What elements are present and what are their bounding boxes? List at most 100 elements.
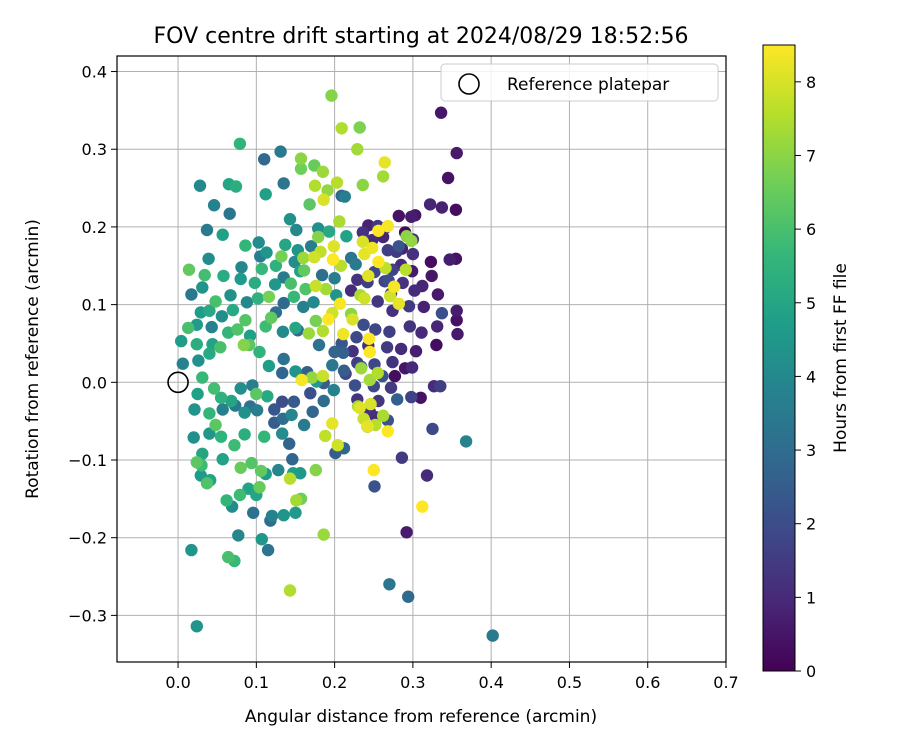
- data-point: [276, 325, 290, 338]
- data-point: [307, 296, 320, 309]
- data-point: [380, 341, 394, 354]
- data-point: [289, 506, 302, 519]
- data-points: [175, 89, 499, 642]
- data-point: [303, 198, 316, 211]
- data-point: [209, 295, 222, 308]
- data-point: [228, 439, 241, 452]
- data-point: [252, 236, 265, 249]
- data-point: [255, 533, 268, 546]
- data-point: [325, 89, 338, 102]
- data-point: [450, 304, 463, 317]
- data-point: [449, 203, 463, 216]
- data-point: [388, 369, 402, 383]
- data-point: [235, 261, 248, 274]
- data-point: [317, 193, 330, 206]
- data-point: [260, 246, 273, 259]
- data-point: [304, 240, 318, 253]
- data-point: [290, 223, 303, 237]
- data-point: [381, 244, 394, 257]
- data-point: [250, 387, 263, 401]
- data-point: [190, 338, 203, 351]
- data-point: [182, 321, 195, 335]
- data-point: [272, 463, 285, 477]
- data-point: [394, 342, 408, 356]
- data-point: [335, 122, 348, 135]
- data-point: [294, 152, 308, 165]
- data-point: [312, 338, 326, 352]
- data-point: [285, 408, 298, 422]
- data-point: [238, 428, 251, 441]
- data-point: [191, 387, 204, 401]
- data-point: [276, 366, 289, 380]
- colorbar-label: Hours from first FF file: [831, 263, 851, 453]
- data-point: [274, 145, 287, 158]
- data-point: [443, 253, 456, 266]
- data-point: [328, 345, 341, 359]
- x-tick-label: 0.0: [165, 673, 190, 692]
- data-point: [402, 590, 415, 603]
- data-point: [284, 277, 297, 290]
- colorbar: 0 1 2 3 4 5 6 7 8 Hours from first FF file: [762, 44, 851, 681]
- data-point: [305, 371, 319, 384]
- data-point: [247, 506, 260, 519]
- data-point: [337, 327, 350, 341]
- data-point: [362, 332, 376, 345]
- colorbar-tick-label: 3: [806, 441, 816, 460]
- data-point: [216, 403, 229, 416]
- data-point: [259, 188, 272, 201]
- data-point: [399, 263, 412, 276]
- data-point: [392, 297, 405, 310]
- data-point: [239, 314, 252, 327]
- data-point: [372, 255, 385, 269]
- data-point: [234, 272, 247, 286]
- data-point: [200, 477, 214, 490]
- y-axis-label: Rotation from reference (arcmin): [23, 219, 43, 499]
- y-axis-ticks: −0.3 −0.2 −0.1 0.0 0.1 0.2 0.3 0.4: [68, 63, 117, 625]
- legend-marker-reference: [458, 73, 480, 95]
- x-tick-label: 0.1: [244, 673, 269, 692]
- data-point: [309, 463, 322, 477]
- data-point: [326, 417, 339, 430]
- data-point: [239, 239, 252, 252]
- data-point: [340, 230, 353, 243]
- data-point: [459, 435, 473, 448]
- data-point: [308, 251, 321, 264]
- data-point: [366, 241, 379, 255]
- data-point: [356, 235, 369, 248]
- data-point: [348, 379, 362, 392]
- data-point: [431, 320, 444, 333]
- data-point: [214, 391, 228, 404]
- data-point: [289, 321, 302, 335]
- data-point: [203, 427, 216, 440]
- data-point: [233, 488, 247, 502]
- data-point: [248, 276, 261, 290]
- colorbar-tick-label: 4: [806, 367, 816, 386]
- data-point: [207, 199, 221, 212]
- data-point: [435, 307, 449, 320]
- data-point: [378, 156, 391, 169]
- data-point: [203, 407, 216, 420]
- data-point: [223, 207, 236, 220]
- data-point: [283, 437, 296, 450]
- plot-frame: [116, 55, 727, 663]
- colorbar-tick-label: 8: [806, 73, 816, 92]
- data-point: [362, 269, 375, 283]
- data-point: [283, 472, 297, 485]
- data-point: [306, 405, 319, 418]
- data-point: [283, 213, 297, 226]
- data-point: [196, 371, 209, 384]
- legend: Reference platepar: [440, 63, 719, 102]
- data-point: [426, 422, 439, 436]
- data-point: [383, 325, 396, 338]
- data-point: [327, 383, 340, 397]
- data-point: [295, 373, 308, 387]
- data-point: [297, 251, 310, 265]
- data-point: [317, 528, 330, 541]
- data-point: [441, 171, 455, 185]
- data-point: [364, 397, 377, 411]
- data-point: [240, 296, 254, 309]
- x-axis-ticks: 0.0 0.1 0.2 0.3 0.4 0.5 0.6 0.7: [165, 662, 739, 692]
- colorbar-tick-label: 5: [806, 294, 816, 313]
- data-point: [353, 121, 366, 134]
- x-tick-label: 0.3: [400, 673, 425, 692]
